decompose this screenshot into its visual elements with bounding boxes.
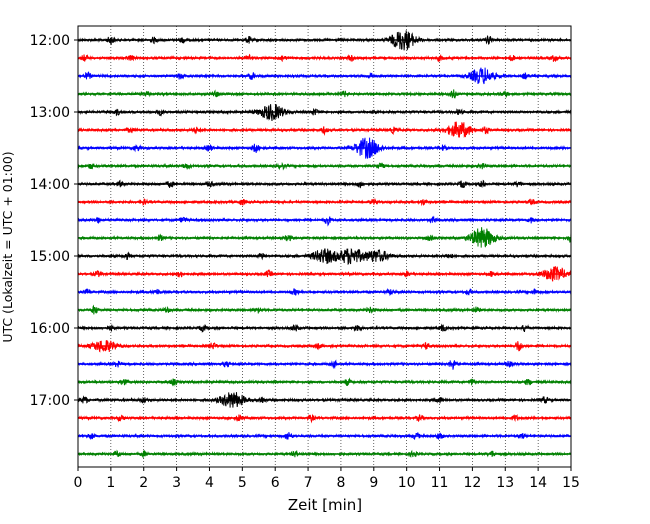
- x-tick-label: 8: [336, 475, 345, 491]
- y-tick-label: 12:00: [30, 33, 70, 49]
- x-tick-label: 7: [304, 475, 313, 491]
- x-tick-label: 12: [463, 475, 481, 491]
- trace-1245: [77, 89, 572, 99]
- trace-1600: [77, 323, 571, 333]
- trace-waveform: [77, 359, 572, 370]
- trace-waveform: [77, 227, 572, 248]
- trace-1430: [77, 215, 572, 227]
- trace-1215: [77, 53, 572, 63]
- trace-1545: [77, 304, 572, 315]
- x-tick-label: 0: [74, 475, 83, 491]
- trace-1530: [77, 287, 572, 297]
- y-tick-label: 13:00: [30, 105, 70, 121]
- x-tick-label: 15: [562, 475, 580, 491]
- trace-1300: [77, 104, 572, 122]
- trace-1500: [77, 247, 572, 265]
- y-tick-label: 14:00: [30, 177, 70, 193]
- trace-1230: [77, 67, 572, 85]
- trace-1330: [77, 137, 572, 159]
- x-tick-label: 10: [398, 475, 416, 491]
- y-axis: 12:00 13:00 14:00 15:00 16:00 17:00: [30, 33, 78, 409]
- x-axis: 0 1 2 3 4 5 6 7 8 9 10 11 12 13 14 15: [74, 467, 580, 491]
- trace-1730: [77, 432, 572, 441]
- trace-1745: [77, 449, 572, 459]
- x-tick-label: 2: [139, 475, 148, 491]
- x-tick-label: 3: [172, 475, 181, 491]
- x-tick-label: 1: [106, 475, 115, 491]
- y-tick-label: 15:00: [30, 249, 70, 265]
- trace-1615: [77, 340, 572, 353]
- y-tick-label: 17:00: [30, 393, 70, 409]
- trace-1400: [77, 179, 572, 189]
- x-tick-label: 6: [271, 475, 280, 491]
- x-tick-label: 14: [529, 475, 547, 491]
- trace-1345: [77, 161, 572, 171]
- x-tick-label: 9: [369, 475, 378, 491]
- x-tick-label: 11: [431, 475, 449, 491]
- trace-1200: [77, 30, 571, 51]
- trace-1700: [77, 392, 572, 408]
- trace-1415: [77, 198, 572, 207]
- x-tick-label: 5: [238, 475, 247, 491]
- x-tick-label: 13: [496, 475, 514, 491]
- trace-layer: [77, 30, 572, 459]
- trace-1445: [77, 227, 572, 248]
- trace-1715: [77, 413, 572, 424]
- trace-1645: [77, 377, 572, 387]
- y-axis-label: UTC (Lokalzeit = UTC + 01:00): [0, 151, 15, 342]
- trace-1515: [77, 266, 572, 282]
- trace-1315: [77, 121, 572, 138]
- plot-frame: [77, 25, 572, 468]
- x-axis-label: Zeit [min]: [288, 496, 362, 514]
- x-tick-label: 4: [205, 475, 214, 491]
- trace-1630: [77, 359, 572, 370]
- y-tick-label: 16:00: [30, 321, 70, 337]
